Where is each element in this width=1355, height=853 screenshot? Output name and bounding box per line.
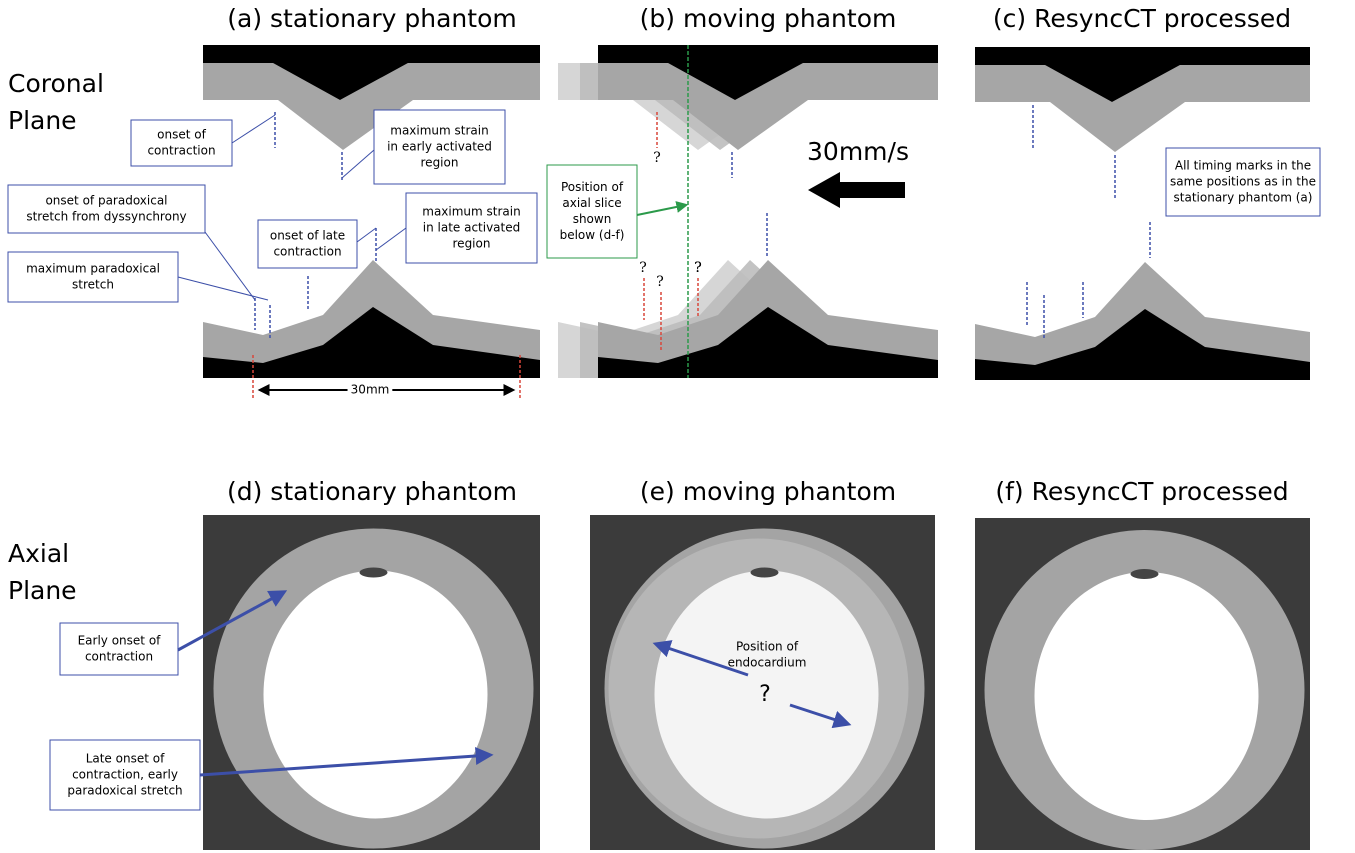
annotation-text: All timing marks in the [1175,159,1311,173]
annotation-text: Late onset of [86,752,165,766]
scale-label: 30mm [351,383,390,397]
speed-label: 30mm/s [807,137,909,166]
question-mark: ? [759,682,771,707]
annotation-text: Position of [561,180,624,194]
row-label: Plane [8,576,77,605]
figure: (a) stationary phantom (b) moving phantom… [0,0,1355,853]
lumen [1035,572,1259,820]
annotation-text: contraction [273,245,341,259]
annotation-text: paradoxical stretch [67,784,182,798]
annotation-text: stretch [72,278,114,292]
annotation-text: axial slice [562,196,621,210]
panel-title: (b) moving phantom [640,4,897,33]
annotation-text: below (d-f) [560,228,625,242]
annotation-text: same positions as in the [1170,175,1316,189]
annotation-text: maximum paradoxical [26,262,160,276]
panel-title: (e) moving phantom [640,477,896,506]
annotation-text: Early onset of [78,634,162,648]
annotation-text: onset of late [270,229,345,243]
annotation-text: in early activated [387,140,492,154]
annotation-text: contraction [147,144,215,158]
row-label: Coronal [8,69,104,98]
panel-title: (f) ResyncCT processed [995,477,1288,506]
annotation-text: endocardium [728,656,807,670]
lumen [264,571,488,819]
annotation-text: contraction, early [72,768,178,782]
row-label: Axial [8,539,69,568]
annotation-text: region [421,156,459,170]
annotation-text: in late activated [423,221,521,235]
notch [360,568,388,578]
annotation-text: maximum strain [422,205,520,219]
annotation-text: stationary phantom (a) [1174,191,1313,205]
annotation-text: region [453,237,491,251]
notch [751,568,779,578]
annotation-text: onset of [157,128,206,142]
panel-title: (c) ResyncCT processed [993,4,1291,33]
row-label: Plane [8,106,77,135]
question-mark: ? [656,274,664,290]
question-mark: ? [694,260,702,276]
annotation-text: stretch from dyssynchrony [26,210,186,224]
annotation-text: maximum strain [390,124,488,138]
annotation-text: contraction [85,650,153,664]
panel-title: (d) stationary phantom [227,477,517,506]
annotation-text: onset of paradoxical [45,194,167,208]
annotation-text: shown [573,212,612,226]
panel-title: (a) stationary phantom [227,4,516,33]
question-mark: ? [653,150,661,166]
images [203,45,1310,850]
annotation-text: Position of [736,640,799,654]
notch [1131,569,1159,579]
question-mark: ? [639,260,647,276]
